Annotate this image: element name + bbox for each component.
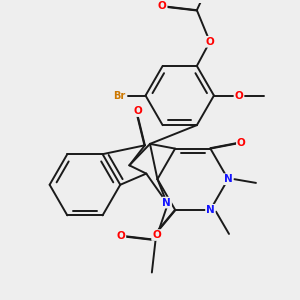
Text: O: O: [237, 138, 246, 148]
Text: N: N: [224, 174, 233, 184]
Text: Br: Br: [113, 91, 126, 100]
Text: O: O: [235, 91, 243, 100]
Text: O: O: [117, 231, 125, 241]
Text: O: O: [152, 230, 161, 240]
Text: O: O: [133, 106, 142, 116]
Text: O: O: [206, 37, 214, 47]
Text: O: O: [158, 2, 167, 11]
Text: N: N: [206, 205, 215, 215]
Text: N: N: [162, 198, 171, 208]
